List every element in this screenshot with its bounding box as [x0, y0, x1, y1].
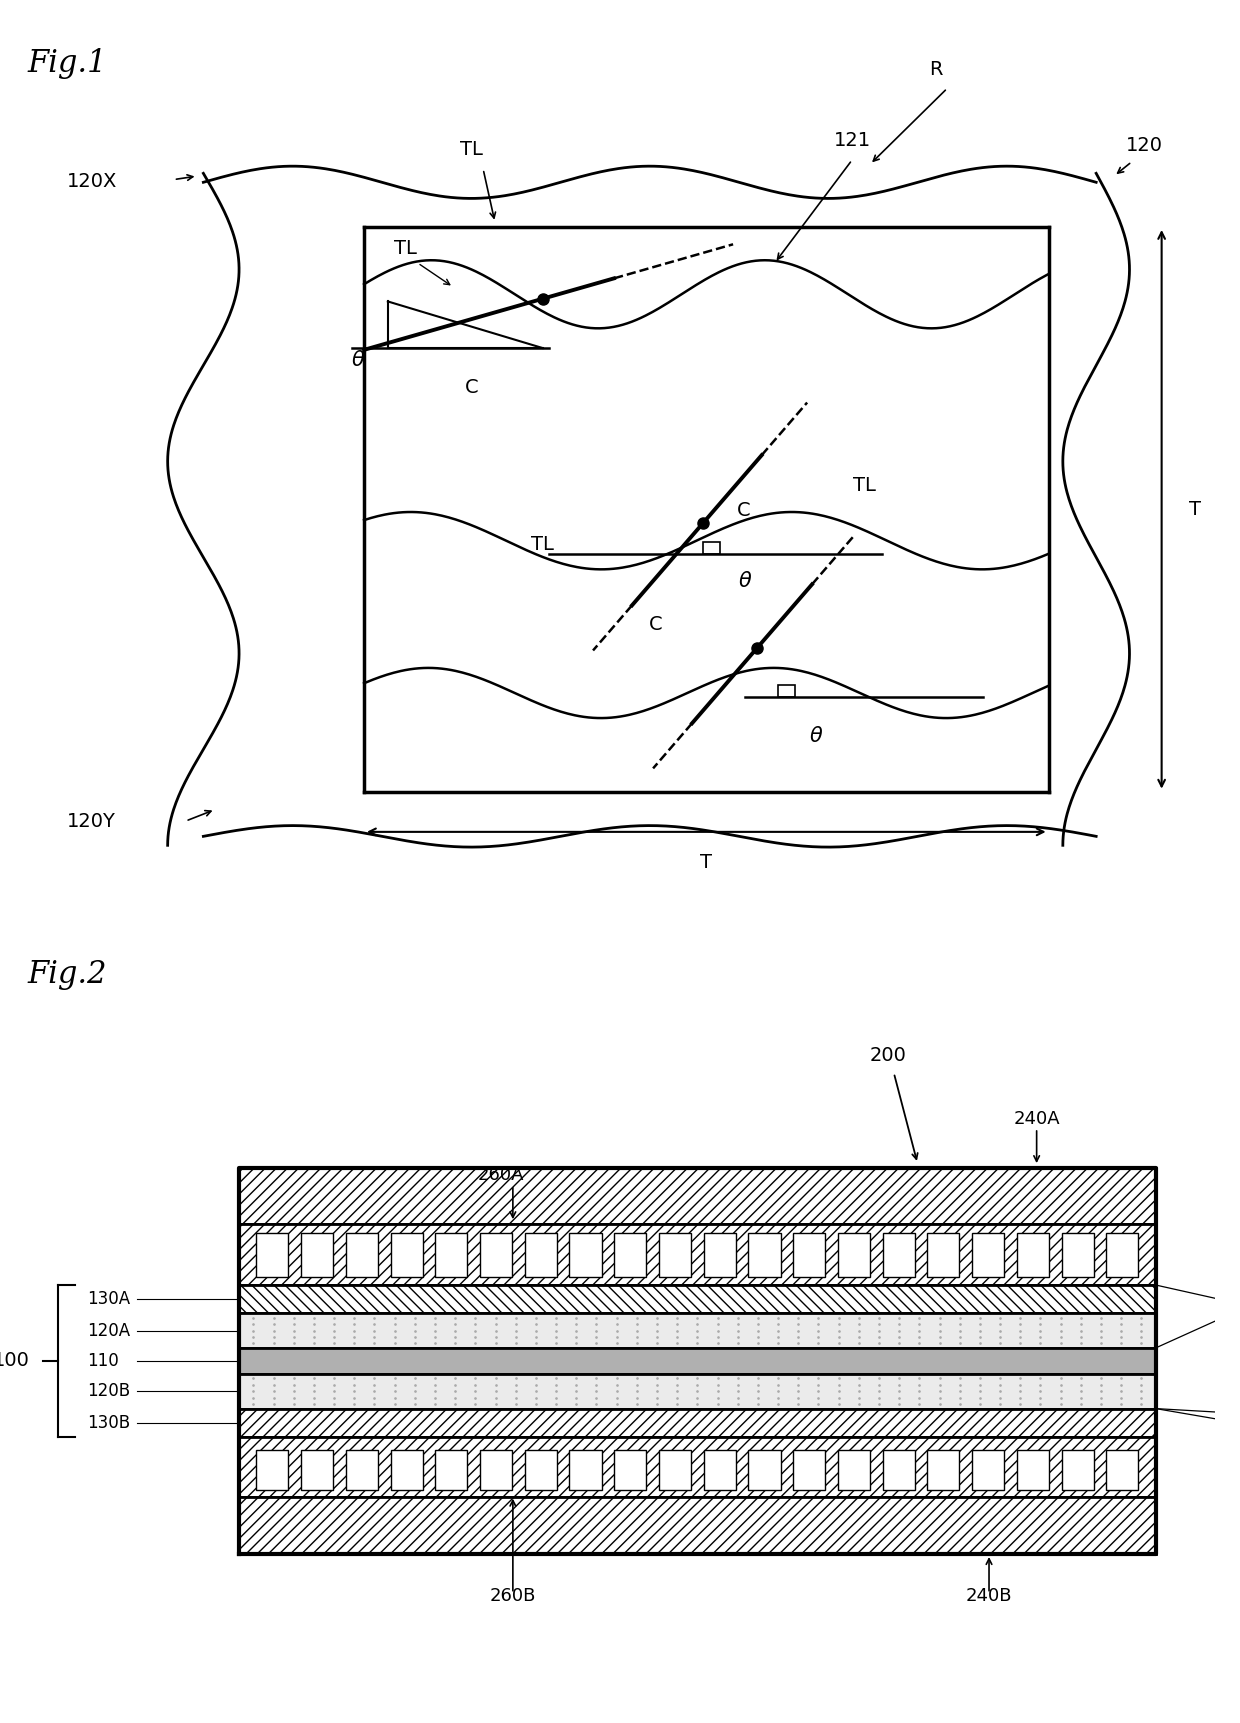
Bar — [391, 1234, 423, 1277]
Text: T: T — [1189, 500, 1202, 519]
Bar — [391, 1451, 423, 1490]
Bar — [1017, 1451, 1049, 1490]
Bar — [838, 1451, 870, 1490]
Bar — [928, 1234, 960, 1277]
Bar — [972, 1234, 1004, 1277]
Bar — [257, 1234, 289, 1277]
Bar — [703, 1234, 735, 1277]
Text: 120B: 120B — [87, 1382, 130, 1401]
Text: TL: TL — [460, 140, 482, 160]
Bar — [838, 1234, 870, 1277]
Bar — [239, 1497, 1156, 1554]
Bar — [346, 1451, 378, 1490]
Bar — [883, 1451, 915, 1490]
Bar — [257, 1451, 289, 1490]
Text: 260B: 260B — [490, 1587, 536, 1606]
Text: 120X: 120X — [67, 172, 117, 191]
Text: 121: 121 — [835, 131, 872, 150]
Bar — [239, 1313, 1156, 1347]
Bar — [1106, 1451, 1138, 1490]
Bar — [614, 1451, 646, 1490]
Text: TL: TL — [853, 476, 875, 496]
Text: Fig.2: Fig.2 — [27, 960, 107, 991]
Text: 120A: 120A — [87, 1322, 130, 1339]
Text: 130A: 130A — [87, 1291, 130, 1308]
Bar — [1061, 1451, 1094, 1490]
Bar — [658, 1234, 691, 1277]
Bar — [301, 1451, 334, 1490]
Text: Fig.1: Fig.1 — [27, 48, 107, 79]
Bar — [239, 1285, 1156, 1313]
Bar — [239, 1347, 1156, 1373]
Bar — [239, 1225, 1156, 1285]
Bar — [749, 1234, 780, 1277]
Bar — [972, 1451, 1004, 1490]
Bar — [480, 1451, 512, 1490]
Bar — [435, 1234, 467, 1277]
Text: TL: TL — [531, 534, 554, 553]
Bar — [749, 1451, 780, 1490]
Text: T: T — [701, 853, 712, 872]
Bar — [614, 1234, 646, 1277]
Bar — [239, 1437, 1156, 1497]
Text: 240B: 240B — [966, 1587, 1012, 1606]
Bar — [569, 1451, 601, 1490]
Bar — [1106, 1234, 1138, 1277]
Text: C: C — [649, 615, 662, 634]
Bar — [525, 1451, 557, 1490]
Bar — [239, 1409, 1156, 1437]
Text: 110: 110 — [87, 1353, 119, 1370]
Text: 240A: 240A — [1013, 1110, 1060, 1127]
Text: θ: θ — [352, 350, 365, 370]
Text: R: R — [930, 60, 942, 79]
Text: 200: 200 — [870, 1046, 906, 1065]
Bar — [794, 1451, 826, 1490]
Text: 120: 120 — [1126, 136, 1163, 155]
Text: θ: θ — [810, 727, 823, 746]
Bar — [239, 1373, 1156, 1409]
Text: 120Y: 120Y — [67, 812, 115, 832]
Bar — [435, 1451, 467, 1490]
Bar — [301, 1234, 334, 1277]
Bar — [480, 1234, 512, 1277]
Bar — [346, 1234, 378, 1277]
Bar — [794, 1234, 826, 1277]
Bar — [658, 1451, 691, 1490]
Bar — [525, 1234, 557, 1277]
Text: θ: θ — [739, 572, 751, 591]
Bar — [1017, 1234, 1049, 1277]
Text: 130B: 130B — [87, 1413, 130, 1432]
Bar — [928, 1451, 960, 1490]
Bar — [883, 1234, 915, 1277]
Text: 260A: 260A — [477, 1166, 525, 1184]
Bar — [569, 1234, 601, 1277]
Text: 100: 100 — [0, 1351, 30, 1370]
Bar — [703, 1451, 735, 1490]
Text: TL: TL — [394, 239, 417, 258]
Bar — [1061, 1234, 1094, 1277]
Bar — [239, 1168, 1156, 1225]
Text: C: C — [737, 501, 750, 520]
Text: C: C — [465, 377, 477, 396]
